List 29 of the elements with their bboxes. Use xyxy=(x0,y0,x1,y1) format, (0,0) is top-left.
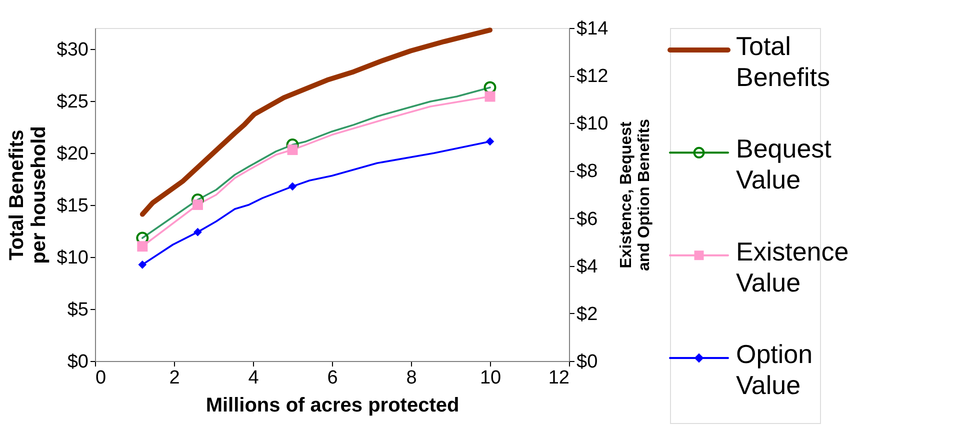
y2-tick-label: $14 xyxy=(576,18,609,40)
y2-tick-label: $8 xyxy=(576,161,598,182)
y-tick-label: $5 xyxy=(67,299,88,320)
x-tick-label: 4 xyxy=(248,368,260,388)
legend-label: Option Value xyxy=(736,339,813,400)
y-tick-label: $10 xyxy=(56,247,88,268)
y-axis-title: Total Benefits per household xyxy=(6,126,50,264)
legend-label: Existence Value xyxy=(736,236,849,298)
x-axis-title: Millions of acres protected xyxy=(206,394,460,416)
legend-label: Total Benefits xyxy=(736,31,830,92)
x-tick-label: 0 xyxy=(96,368,106,388)
y-tick-label: $25 xyxy=(56,91,88,112)
x-tick-label: 10 xyxy=(480,368,502,388)
y2-tick-label: $0 xyxy=(576,352,598,372)
y2-tick-label: $6 xyxy=(576,208,598,230)
y-tick-label: $20 xyxy=(56,143,88,164)
y2-axis-title: Existence, Bequest and Option Benefits xyxy=(618,118,654,271)
y2-tick-label: $12 xyxy=(576,66,608,88)
x-tick-label: 6 xyxy=(327,368,338,388)
y-tick-label: $15 xyxy=(56,195,88,216)
x-tick-label: 8 xyxy=(406,368,417,388)
legend-label: Bequest Value xyxy=(736,134,832,195)
y-tick-label: $0 xyxy=(67,352,88,372)
y2-tick-label: $4 xyxy=(576,256,598,278)
x-tick-label: 12 xyxy=(548,368,570,388)
y2-tick-label: $2 xyxy=(576,304,598,325)
y-tick-label: $30 xyxy=(56,39,88,60)
x-tick-label: 2 xyxy=(169,368,180,388)
y2-tick-label: $10 xyxy=(576,114,608,135)
